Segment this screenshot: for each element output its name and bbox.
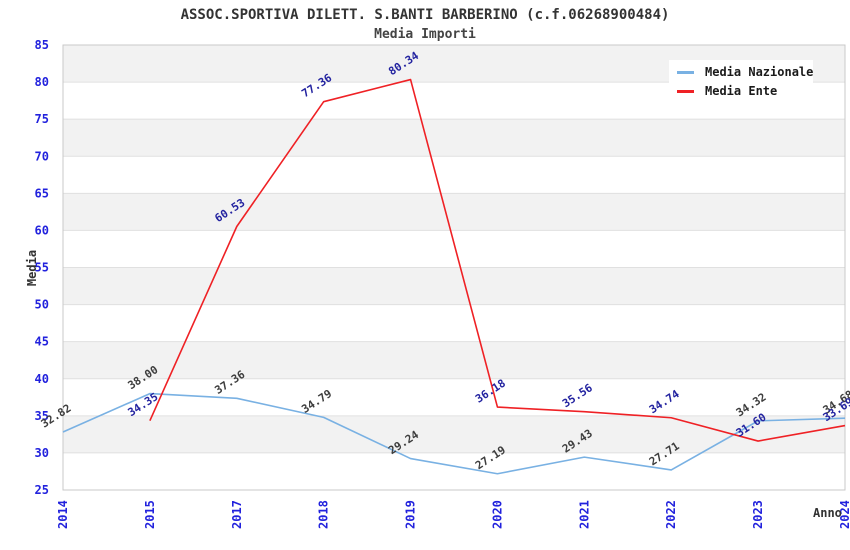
y-axis-title: Media [25, 249, 39, 287]
x-tick-label: 2020 [490, 500, 504, 529]
grid-band [63, 267, 845, 305]
legend-item-media-nazionale: Media Nazionale [677, 65, 813, 79]
grid-band [63, 415, 845, 453]
x-tick-label: 2014 [56, 500, 70, 529]
y-tick-label: 35 [35, 409, 49, 423]
x-tick-label: 2015 [143, 500, 157, 529]
x-tick-label: 2023 [751, 500, 765, 529]
grid-band [63, 193, 845, 231]
series-line-media-ente [149, 78, 846, 442]
x-tick-label: 2021 [577, 500, 591, 529]
y-tick-label: 45 [35, 335, 49, 349]
x-tick-label: 2018 [317, 500, 331, 529]
y-tick-label: 80 [35, 75, 49, 89]
legend-label-ente: Media Ente [705, 84, 778, 98]
legend: Media Nazionale Media Ente [669, 60, 813, 103]
chart-title: ASSOC.SPORTIVA DILETT. S.BANTI BARBERINO… [180, 7, 670, 23]
x-tick-label: 2017 [230, 500, 244, 529]
y-tick-label: 70 [35, 149, 49, 163]
y-tick-label: 25 [35, 483, 49, 497]
x-tick-label: 2022 [664, 500, 678, 529]
y-tick-label: 60 [35, 223, 49, 237]
series-line-media-nazionale [62, 392, 846, 475]
y-tick-label: 65 [35, 186, 49, 200]
y-tick-label: 40 [35, 372, 49, 386]
y-tick-label: 50 [35, 298, 49, 312]
grid-band [63, 341, 845, 379]
legend-label-nazionale: Media Nazionale [705, 65, 814, 79]
data-label: 35.56 [560, 381, 595, 410]
chart-subtitle: Media Importi [374, 27, 476, 42]
legend-line-sample-nazionale-icon [677, 70, 694, 74]
legend-line-sample-ente-icon [677, 89, 694, 93]
x-tick-label: 2024 [838, 500, 850, 529]
x-tick-label: 2019 [404, 500, 418, 529]
data-label: 34.79 [299, 387, 334, 416]
y-tick-label: 30 [35, 446, 49, 460]
y-tick-label: 85 [35, 38, 49, 52]
y-tick-label: 75 [35, 112, 49, 126]
legend-item-media-ente: Media Ente [677, 84, 813, 98]
data-label: 34.74 [647, 387, 682, 416]
x-axis-title: Anno [813, 506, 842, 520]
y-tick-label: 55 [35, 261, 49, 275]
data-label: 34.35 [126, 390, 161, 419]
plot-border [62, 44, 846, 491]
grid-band [63, 119, 845, 157]
